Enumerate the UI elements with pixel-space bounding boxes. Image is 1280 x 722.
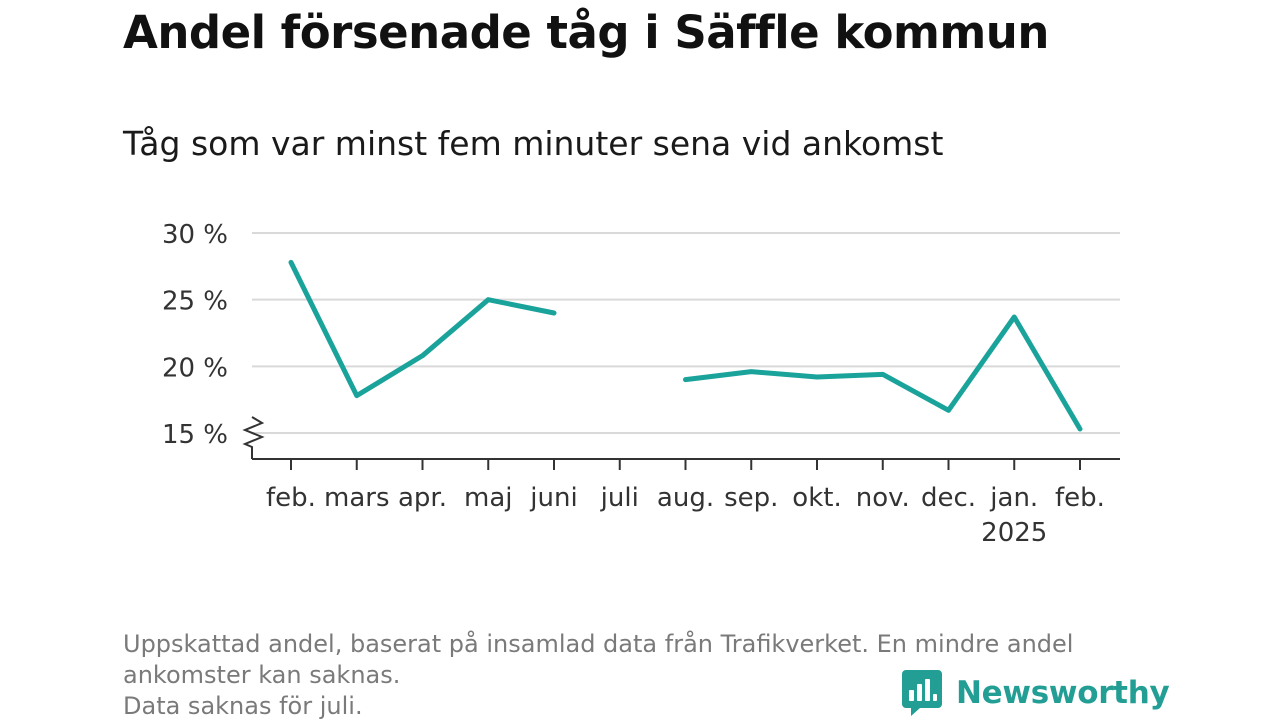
y-axis-labels: 15 % 20 % 25 % 30 % [162,220,228,450]
x-axis-labels: feb. mars apr. maj juni juli aug. sep. okt. nov. d… [266,483,1105,548]
x-tick-label: aug. [657,483,714,513]
y-tick-label: 20 % [162,353,228,383]
line-chart: 15 % 20 % 25 % 30 % feb. mars apr. maj juni juli… [162,220,1120,548]
x-tick-label: juni [529,483,577,513]
chart-title: Andel försenade tåg i Säffle kommun [123,6,1049,59]
series-line [288,259,557,399]
x-tick-label: sep. [724,483,778,513]
x-tick-label: feb. [266,483,316,513]
x-tick-label: juli [600,483,639,513]
footnote-line-2: ankomster kan saknas. [123,661,401,689]
y-tick-label: 30 % [162,220,228,250]
y-axis-break [242,416,265,459]
footnote-line-3: Data saknas för juli. [123,692,363,720]
x-axis [242,416,1120,470]
footnote-line-1: Uppskattad andel, baserat på insamlad da… [123,630,1074,658]
brand-logo: Newsworthy [902,670,1170,716]
x-tick-label: nov. [856,483,910,513]
series-lines [288,259,1083,432]
x-tick-label: okt. [792,483,841,513]
brand-name: Newsworthy [956,675,1170,711]
footnote: Uppskattad andel, baserat på insamlad da… [123,629,1163,722]
x-tick-label: maj [464,483,512,513]
x-tick-label: mars [324,483,390,513]
x-tick-label: apr. [398,483,447,513]
x-tick-label: feb. [1055,483,1105,513]
chart-subtitle: Tåg som var minst fem minuter sena vid a… [123,124,944,163]
x-tick-label: jan. [989,483,1038,513]
x-year-label: 2025 [981,518,1047,548]
y-tick-label: 15 % [162,420,228,450]
series-line [683,314,1083,432]
gridlines [252,232,1120,434]
y-tick-label: 25 % [162,287,228,317]
bar-chart-icon [902,670,942,716]
x-tick-label: dec. [921,483,976,513]
